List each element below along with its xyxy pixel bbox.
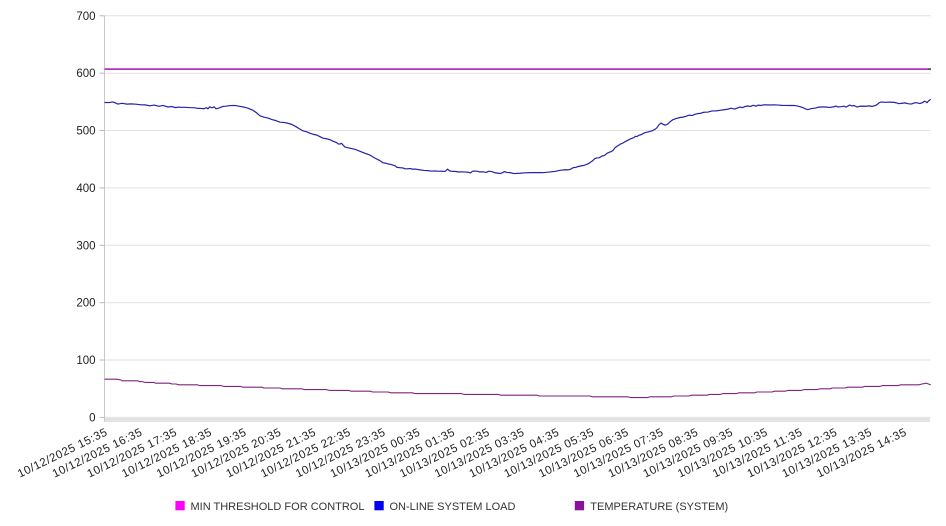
svg-text:100: 100 bbox=[76, 355, 95, 367]
svg-text:MIN THRESHOLD FOR CONTROL: MIN THRESHOLD FOR CONTROL bbox=[191, 501, 365, 513]
svg-text:ON-LINE SYSTEM LOAD: ON-LINE SYSTEM LOAD bbox=[390, 501, 516, 513]
svg-text:500: 500 bbox=[76, 126, 95, 138]
svg-text:200: 200 bbox=[76, 298, 95, 310]
svg-text:400: 400 bbox=[76, 183, 95, 195]
svg-text:0: 0 bbox=[89, 412, 95, 424]
svg-text:600: 600 bbox=[76, 68, 95, 80]
svg-text:TEMPERATURE (SYSTEM): TEMPERATURE (SYSTEM) bbox=[590, 501, 728, 513]
svg-text:700: 700 bbox=[76, 11, 95, 23]
svg-text:300: 300 bbox=[76, 240, 95, 252]
